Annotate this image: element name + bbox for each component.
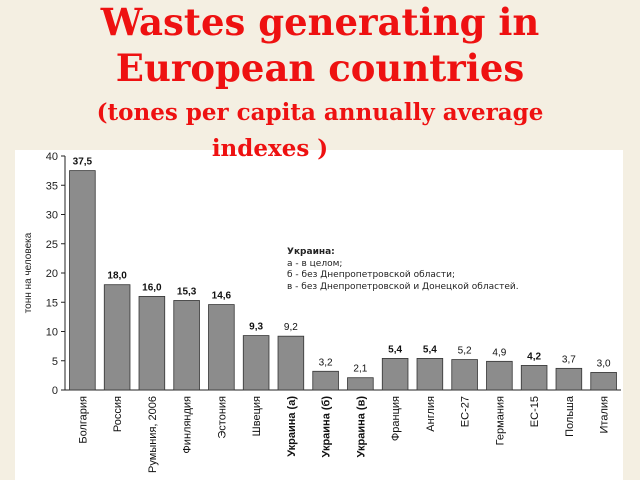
y-tick-label: 10	[46, 327, 58, 339]
x-tick-label: Болгария	[77, 396, 89, 444]
legend-item: б - без Днепропетровской области;	[287, 270, 455, 280]
legend: Украина: а - в целом; б - без Днепропетр…	[287, 247, 519, 293]
y-tick-label: 20	[46, 268, 58, 280]
bar	[312, 370, 339, 391]
bar	[69, 170, 96, 391]
x-tick-label: Швеция	[251, 396, 263, 436]
x-tick-label: Англия	[425, 396, 437, 432]
data-label: 14,6	[212, 291, 232, 302]
data-label: 37,5	[73, 157, 93, 168]
data-label: 18,0	[107, 271, 127, 282]
x-tick-label: Румыния, 2006	[147, 396, 159, 473]
bar	[138, 295, 166, 391]
bar	[173, 300, 200, 391]
bar	[451, 359, 478, 391]
data-label: 9,2	[284, 322, 298, 333]
bar	[277, 335, 305, 391]
bar	[486, 360, 513, 391]
bar	[347, 377, 374, 391]
y-tick-label: 35	[46, 180, 58, 192]
data-label: 9,3	[249, 322, 263, 333]
bar	[381, 358, 409, 391]
x-tick-label: ЕС-27	[460, 396, 472, 427]
bar	[103, 284, 131, 391]
data-label: 5,4	[388, 344, 402, 355]
data-label: 3,0	[597, 358, 611, 369]
bar	[520, 365, 548, 391]
x-tick-label: Россия	[112, 396, 124, 432]
y-tick-label: 15	[46, 297, 58, 309]
y-tick-label: 30	[46, 210, 58, 222]
data-label: 4,9	[492, 347, 506, 358]
title-line-1: Wastes generating in	[100, 0, 540, 44]
x-tick-label: Украина (в)	[355, 396, 367, 458]
data-label: 2,1	[353, 364, 367, 375]
x-tick-label: Украина (а)	[286, 396, 298, 457]
data-label: 16,0	[142, 282, 162, 293]
x-tick-label: Франция	[390, 396, 402, 441]
bar	[555, 367, 583, 391]
y-tick-label: 5	[52, 356, 58, 368]
title-line-2: European countries	[115, 46, 525, 90]
bar	[416, 358, 444, 391]
x-tick-label: ЕС-15	[529, 396, 541, 427]
x-tick-label: Эстония	[216, 396, 228, 439]
x-axis-labels: Болгария Россия Румыния, 2006 Финляндия Эсто…	[77, 395, 610, 473]
x-tick-label: Украина (б)	[321, 396, 333, 458]
legend-item: в - без Днепропетровской и Донецкой обла…	[287, 281, 519, 292]
x-tick-label: Финляндия	[182, 396, 194, 454]
data-label: 3,7	[562, 354, 576, 365]
x-tick-label: Италия	[599, 396, 611, 434]
title-line-3: (tones per capita annually average	[96, 99, 544, 126]
legend-item: а - в целом;	[287, 258, 343, 269]
data-label: 3,2	[319, 357, 333, 368]
title-line-4: indexes )	[211, 135, 329, 162]
bar	[590, 372, 617, 391]
data-label: 15,3	[177, 286, 197, 297]
bar-chart: 0 5 10 15 20 25 30 35 40 тонн на человека 37,5 18,…	[23, 151, 621, 473]
bar	[242, 335, 270, 391]
data-label: 5,2	[458, 346, 472, 357]
legend-title: Украина:	[287, 247, 335, 257]
x-tick-label: Германия	[494, 396, 506, 445]
data-label: 5,4	[423, 344, 437, 355]
bars: 37,5 18,0 16,0 15,3 14,6 9,3 9,2 3,2 2,1 5,4 5,4 5,…	[69, 157, 617, 391]
data-label: 4,2	[527, 351, 541, 362]
x-tick-label: Польша	[564, 395, 576, 437]
y-axis-label: тонн на человека	[23, 232, 34, 313]
y-tick-label: 0	[52, 385, 58, 397]
y-tick-label: 25	[46, 239, 58, 251]
y-tick-label: 40	[46, 151, 58, 163]
bar	[208, 304, 235, 391]
